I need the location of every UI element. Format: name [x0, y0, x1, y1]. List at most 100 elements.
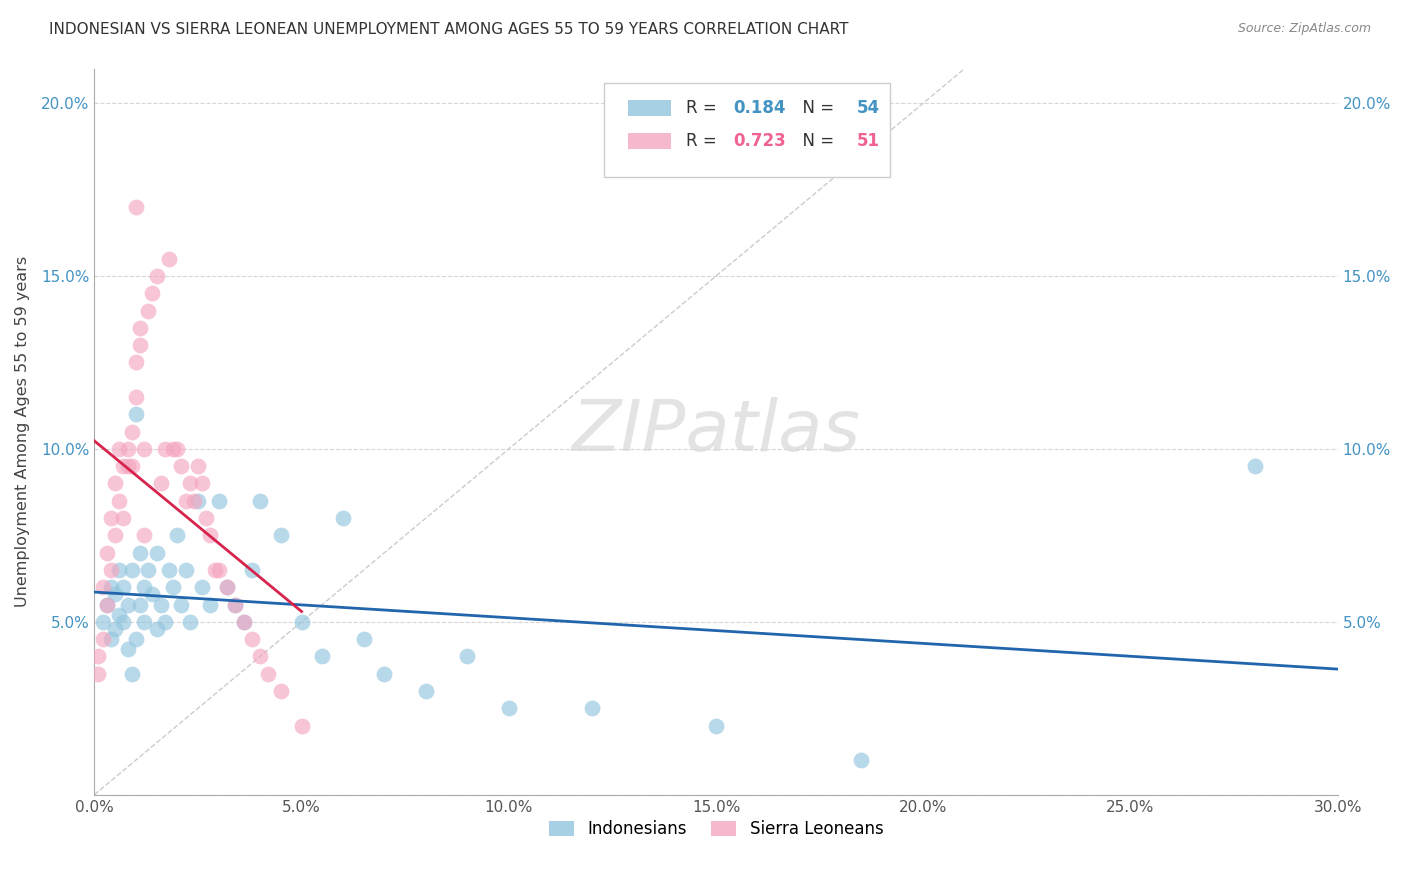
- Point: [125, 407, 148, 421]
- Point: [129, 338, 152, 352]
- FancyBboxPatch shape: [605, 83, 890, 178]
- Point: [704, 718, 727, 732]
- Point: [100, 580, 122, 594]
- Point: [129, 598, 152, 612]
- Point: [373, 666, 395, 681]
- Text: 0.723: 0.723: [734, 132, 786, 150]
- Text: INDONESIAN VS SIERRA LEONEAN UNEMPLOYMENT AMONG AGES 55 TO 59 YEARS CORRELATION : INDONESIAN VS SIERRA LEONEAN UNEMPLOYMEN…: [49, 22, 849, 37]
- Text: 51: 51: [856, 132, 880, 150]
- Point: [108, 563, 131, 577]
- Point: [208, 563, 231, 577]
- Point: [153, 442, 176, 456]
- Point: [91, 632, 114, 646]
- Point: [132, 615, 155, 629]
- Point: [136, 563, 159, 577]
- Point: [96, 598, 118, 612]
- Legend: Indonesians, Sierra Leoneans: Indonesians, Sierra Leoneans: [541, 814, 890, 845]
- Point: [215, 580, 238, 594]
- Point: [125, 355, 148, 369]
- Point: [170, 598, 193, 612]
- Point: [498, 701, 520, 715]
- Point: [240, 563, 263, 577]
- Point: [108, 442, 131, 456]
- Point: [157, 563, 180, 577]
- Point: [112, 459, 135, 474]
- Point: [87, 666, 110, 681]
- Point: [849, 753, 872, 767]
- Point: [200, 528, 222, 542]
- Point: [200, 598, 222, 612]
- Point: [121, 563, 143, 577]
- Point: [104, 587, 127, 601]
- Point: [179, 476, 201, 491]
- Point: [129, 546, 152, 560]
- Point: [215, 580, 238, 594]
- Point: [96, 598, 118, 612]
- Point: [141, 587, 163, 601]
- Text: ZIPatlas: ZIPatlas: [572, 397, 860, 467]
- Point: [91, 580, 114, 594]
- Bar: [627, 133, 671, 149]
- Point: [149, 598, 172, 612]
- Point: [179, 615, 201, 629]
- Point: [145, 622, 167, 636]
- Text: Source: ZipAtlas.com: Source: ZipAtlas.com: [1237, 22, 1371, 36]
- Point: [121, 666, 143, 681]
- Text: N =: N =: [792, 100, 839, 118]
- Point: [332, 511, 354, 525]
- Point: [125, 390, 148, 404]
- Point: [112, 580, 135, 594]
- Point: [162, 580, 184, 594]
- Point: [270, 528, 292, 542]
- Point: [157, 252, 180, 266]
- Point: [91, 615, 114, 629]
- Text: 0.184: 0.184: [734, 100, 786, 118]
- Point: [100, 632, 122, 646]
- Point: [1244, 459, 1267, 474]
- Point: [145, 268, 167, 283]
- Point: [112, 511, 135, 525]
- Point: [104, 476, 127, 491]
- Point: [132, 528, 155, 542]
- Point: [170, 459, 193, 474]
- Point: [353, 632, 375, 646]
- Point: [195, 511, 218, 525]
- Point: [100, 563, 122, 577]
- Point: [87, 649, 110, 664]
- Point: [100, 511, 122, 525]
- Point: [187, 459, 209, 474]
- Point: [174, 493, 197, 508]
- Point: [149, 476, 172, 491]
- Point: [183, 493, 205, 508]
- Point: [104, 622, 127, 636]
- Point: [132, 580, 155, 594]
- Point: [232, 615, 254, 629]
- Point: [191, 476, 214, 491]
- Point: [117, 642, 139, 657]
- Point: [129, 321, 152, 335]
- Point: [270, 684, 292, 698]
- Point: [117, 442, 139, 456]
- Point: [257, 666, 280, 681]
- Point: [249, 649, 271, 664]
- Text: 54: 54: [856, 100, 880, 118]
- Point: [108, 607, 131, 622]
- Point: [162, 442, 184, 456]
- Point: [311, 649, 333, 664]
- Text: R =: R =: [686, 100, 723, 118]
- Point: [125, 200, 148, 214]
- Point: [232, 615, 254, 629]
- Point: [581, 701, 603, 715]
- Point: [104, 528, 127, 542]
- Point: [153, 615, 176, 629]
- Point: [240, 632, 263, 646]
- Point: [121, 459, 143, 474]
- Point: [208, 493, 231, 508]
- Point: [415, 684, 437, 698]
- Point: [224, 598, 246, 612]
- Point: [166, 442, 188, 456]
- Point: [249, 493, 271, 508]
- Point: [108, 493, 131, 508]
- Point: [191, 580, 214, 594]
- Point: [174, 563, 197, 577]
